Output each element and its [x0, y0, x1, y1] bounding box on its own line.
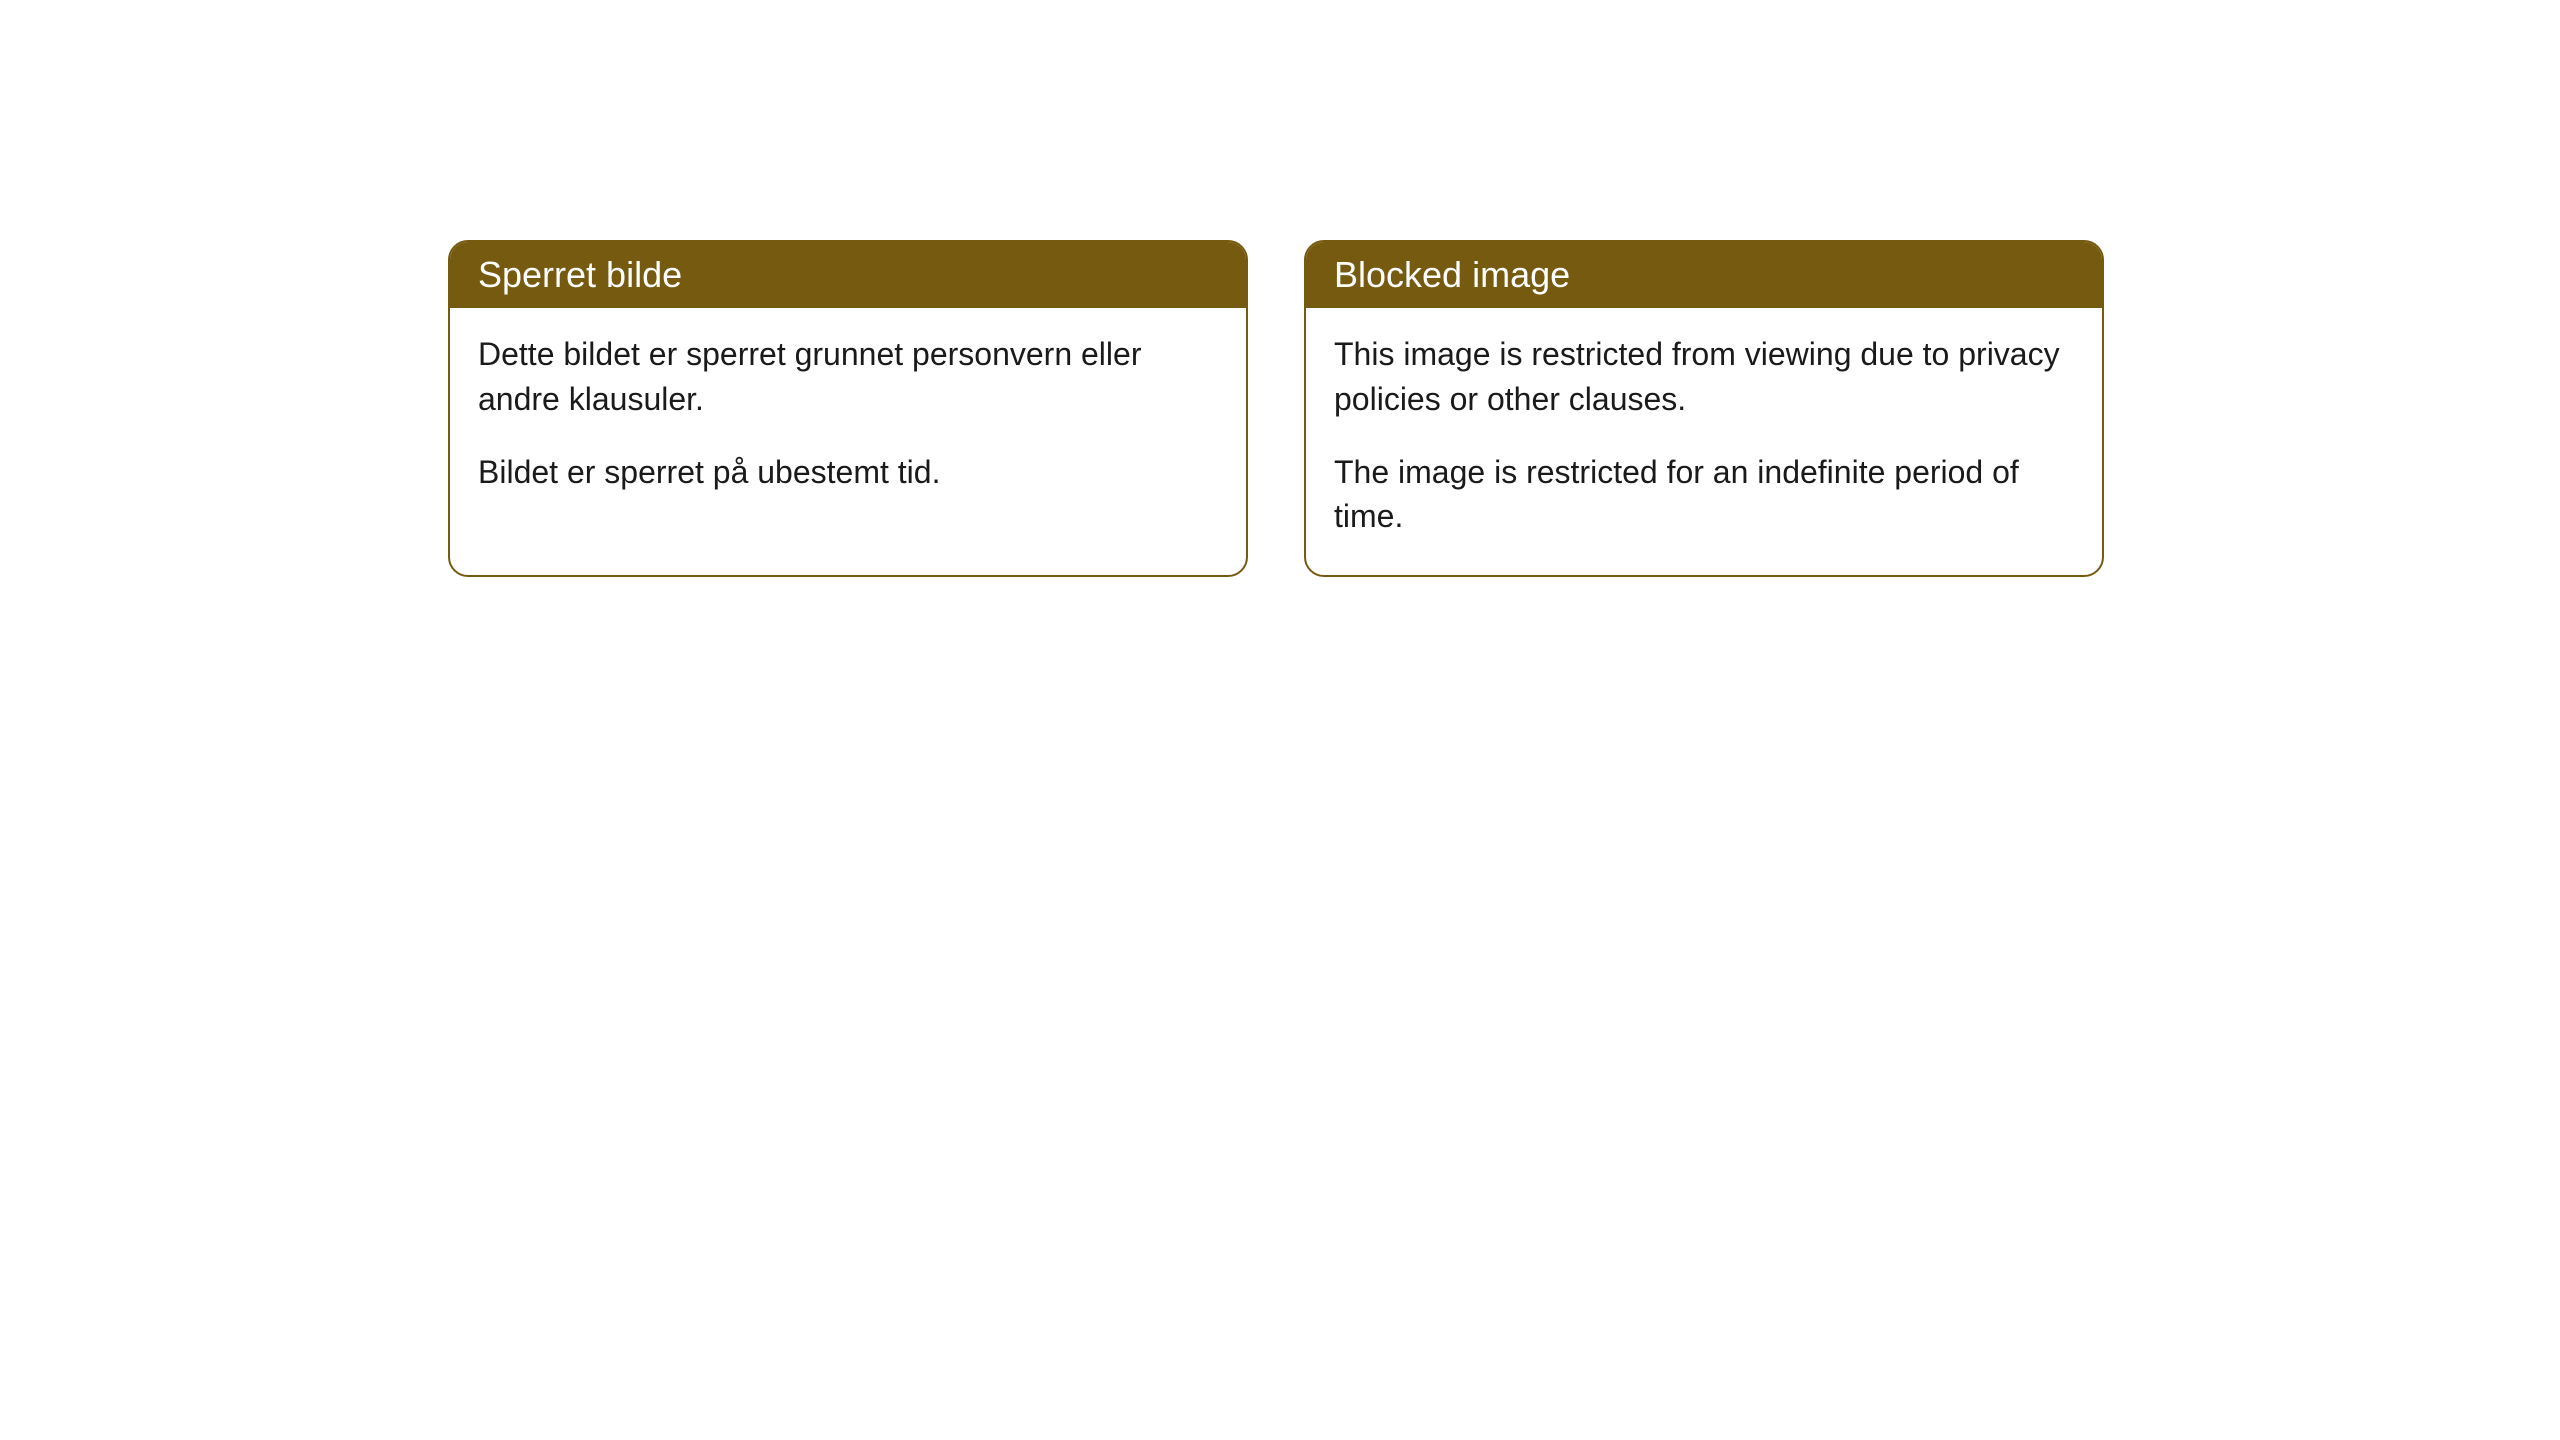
card-paragraph: Dette bildet er sperret grunnet personve…: [478, 332, 1218, 422]
card-title: Blocked image: [1334, 254, 1570, 295]
cards-container: Sperret bilde Dette bildet er sperret gr…: [0, 0, 2560, 577]
card-body: This image is restricted from viewing du…: [1306, 308, 2102, 575]
blocked-image-card-norwegian: Sperret bilde Dette bildet er sperret gr…: [448, 240, 1248, 577]
blocked-image-card-english: Blocked image This image is restricted f…: [1304, 240, 2104, 577]
card-header: Blocked image: [1306, 242, 2102, 308]
card-paragraph: Bildet er sperret på ubestemt tid.: [478, 450, 1218, 495]
card-body: Dette bildet er sperret grunnet personve…: [450, 308, 1246, 530]
card-title: Sperret bilde: [478, 254, 682, 295]
card-header: Sperret bilde: [450, 242, 1246, 308]
card-paragraph: The image is restricted for an indefinit…: [1334, 450, 2074, 540]
card-paragraph: This image is restricted from viewing du…: [1334, 332, 2074, 422]
